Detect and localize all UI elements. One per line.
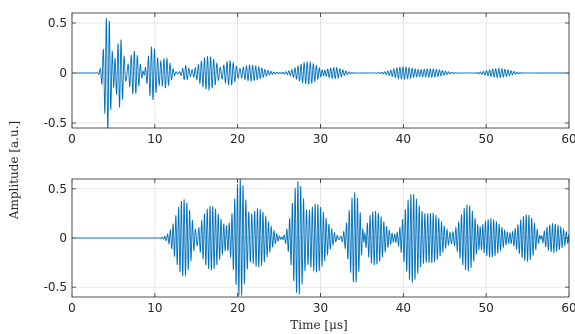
signal-line bbox=[72, 178, 570, 296]
x-tick-label: 0 bbox=[68, 301, 76, 315]
lower-plot: 0 10 20 30 40 50 60-0.500.5 bbox=[44, 178, 575, 315]
y-tick-label: 0 bbox=[59, 231, 67, 245]
x-tick-label: 50 bbox=[479, 132, 494, 146]
x-tick-label: 30 bbox=[313, 301, 328, 315]
x-tick-label: 20 bbox=[230, 301, 245, 315]
x-tick-label: 0 bbox=[68, 132, 76, 146]
x-tick-label: 30 bbox=[313, 132, 328, 146]
x-tick-label: 40 bbox=[396, 301, 411, 315]
y-axis-label: Amplitude [a.u.] bbox=[7, 121, 21, 220]
y-tick-label: 0.5 bbox=[48, 182, 67, 196]
x-tick-label: 10 bbox=[147, 132, 162, 146]
x-axis-label: Time [μs] bbox=[290, 318, 347, 332]
x-tick-label: 10 bbox=[147, 301, 162, 315]
x-tick-label: 40 bbox=[396, 132, 411, 146]
y-tick-label: 0.5 bbox=[48, 16, 67, 30]
y-tick-label: -0.5 bbox=[44, 280, 67, 294]
x-tick-label: 60 bbox=[561, 132, 575, 146]
upper-plot: 0 10 20 30 40 50 60-0.500.5 bbox=[44, 12, 575, 146]
x-tick-label: 20 bbox=[230, 132, 245, 146]
y-tick-label: 0 bbox=[59, 66, 67, 80]
x-tick-label: 50 bbox=[479, 301, 494, 315]
y-tick-label: -0.5 bbox=[44, 116, 67, 130]
x-tick-label: 60 bbox=[561, 301, 575, 315]
signal-line bbox=[72, 17, 569, 129]
